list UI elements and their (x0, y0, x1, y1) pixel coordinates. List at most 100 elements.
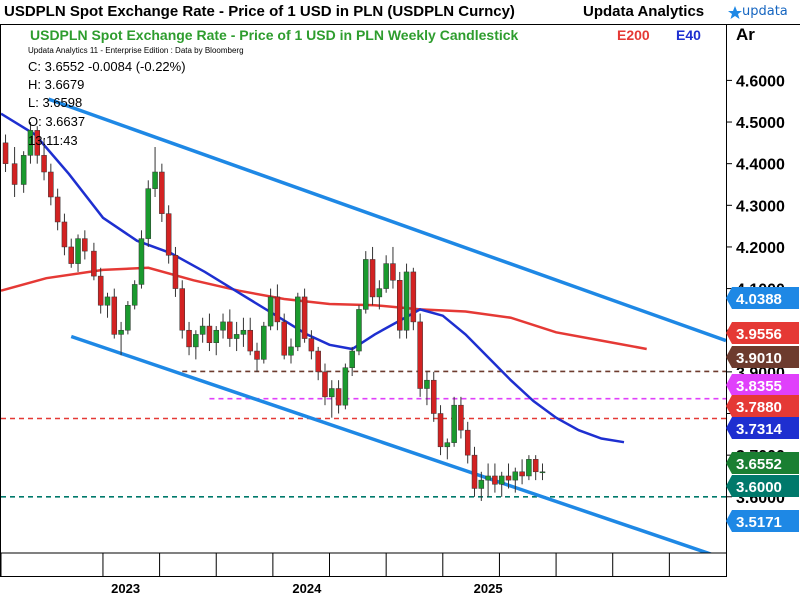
level-tag-5: 3.7314 (726, 417, 799, 439)
level-tag-3: 3.8355 (726, 374, 799, 396)
candle-body-55 (383, 263, 389, 289)
level-tag-box-5 (726, 417, 799, 439)
level-tag-box-4 (726, 395, 799, 417)
level-tag-label-7: 3.6000 (736, 479, 782, 496)
candle-body-1 (11, 163, 18, 185)
candle-body-76 (526, 459, 532, 477)
candle-body-47 (329, 388, 335, 398)
channel-line-lower (70, 334, 714, 553)
level-tag-8: 3.5171 (726, 510, 799, 532)
candle-body-63 (437, 413, 444, 448)
candle-body-12 (91, 250, 97, 277)
candle-body-26 (186, 329, 192, 348)
ohlc-low: L: 3.6598 (28, 95, 83, 110)
candle-body-64 (444, 442, 451, 448)
y-tick-label-3: 4.3000 (736, 198, 785, 215)
level-tag-box-6 (726, 452, 799, 474)
level-tag-label-1: 3.9556 (736, 326, 782, 343)
candle-body-45 (315, 350, 321, 373)
e40-line (1, 112, 625, 444)
candle-body-22 (159, 171, 165, 214)
candle-body-51 (356, 309, 362, 352)
candle-body-5 (41, 155, 47, 173)
updata-star-icon (728, 6, 742, 19)
level-tag-box-7 (726, 475, 799, 497)
x-tick-label-1: 2024 (292, 581, 322, 596)
candle-body-44 (308, 338, 315, 352)
candle-body-11 (82, 238, 88, 252)
candle-body-78 (539, 471, 546, 474)
candle-body-53 (369, 259, 376, 298)
candle-body-48 (335, 388, 342, 406)
candle-body-34 (240, 329, 247, 335)
candle-body-13 (97, 275, 104, 306)
candle-body-40 (281, 321, 287, 356)
chart-title: USDPLN Spot Exchange Rate - Price of 1 U… (30, 27, 519, 43)
candle-body-43 (301, 296, 308, 339)
candle-body-70 (485, 475, 491, 481)
candle-body-49 (342, 367, 349, 406)
level-tag-7: 3.6000 (726, 475, 799, 497)
ohlc-close: C: 3.6552 -0.0084 (-0.22%) (28, 59, 186, 74)
candle-body-20 (145, 188, 152, 239)
level-tag-0: 4.0388 (726, 287, 799, 309)
candle-body-41 (288, 346, 294, 356)
candle-body-7 (54, 196, 61, 223)
candle-body-30 (213, 329, 219, 343)
candle-body-37 (261, 325, 267, 360)
level-tag-box-2 (726, 346, 799, 368)
candle-body-29 (206, 325, 213, 343)
legend-e40: E40 (676, 27, 701, 43)
x-tick-label-0: 2023 (111, 581, 140, 596)
candle-body-0 (2, 142, 9, 164)
candle-body-52 (363, 259, 369, 310)
level-tag-6: 3.6552 (726, 452, 799, 474)
candle-body-3 (27, 130, 34, 156)
candle-body-2 (20, 155, 27, 185)
candle-body-9 (68, 246, 74, 264)
candle-body-36 (254, 350, 260, 360)
level-tag-box-3 (726, 374, 799, 396)
candle-body-25 (179, 288, 185, 331)
level-tag-label-6: 3.6552 (736, 456, 782, 473)
candle-body-62 (430, 379, 437, 414)
candle-body-24 (172, 255, 179, 289)
candle-body-15 (111, 296, 118, 335)
candle-body-16 (118, 329, 124, 335)
candle-body-60 (417, 321, 423, 389)
candle-body-23 (165, 213, 172, 256)
level-tag-label-4: 3.7880 (736, 399, 782, 416)
candle-body-38 (267, 296, 274, 327)
candle-body-54 (376, 288, 383, 298)
ohlc-high: H: 3.6679 (28, 77, 85, 92)
data-source: Updata Analytics 11 - Enterprise Edition… (28, 46, 244, 55)
candle-body-42 (295, 296, 301, 348)
candle-body-4 (34, 130, 40, 156)
candle-body-67 (464, 429, 471, 456)
candle-body-61 (424, 379, 430, 389)
x-tick-label-2: 2025 (474, 581, 503, 596)
logo-text: updata (742, 4, 788, 19)
candle-body-31 (220, 321, 226, 331)
candle-body-6 (48, 171, 54, 198)
candle-body-19 (138, 238, 145, 285)
level-tag-box-0 (726, 287, 799, 309)
candle-body-74 (512, 471, 519, 481)
candle-body-59 (410, 271, 417, 323)
brand-name: Updata Analytics (583, 3, 705, 20)
title-bar: USDPLN Spot Exchange Rate - Price of 1 U… (0, 0, 800, 25)
candle-body-65 (451, 404, 457, 443)
candle-body-56 (390, 263, 396, 281)
chart-window-title: USDPLN Spot Exchange Rate - Price of 1 U… (4, 3, 515, 20)
candle-body-66 (458, 404, 464, 431)
candle-body-10 (75, 238, 81, 264)
candle-body-8 (61, 221, 68, 248)
candle-body-69 (478, 479, 485, 489)
level-tag-label-3: 3.8355 (736, 378, 782, 395)
candle-body-18 (131, 284, 138, 306)
level-tag-label-5: 3.7314 (736, 421, 783, 438)
updata-logo: updata (727, 2, 799, 22)
y-tick-label-0: 4.6000 (736, 73, 785, 90)
